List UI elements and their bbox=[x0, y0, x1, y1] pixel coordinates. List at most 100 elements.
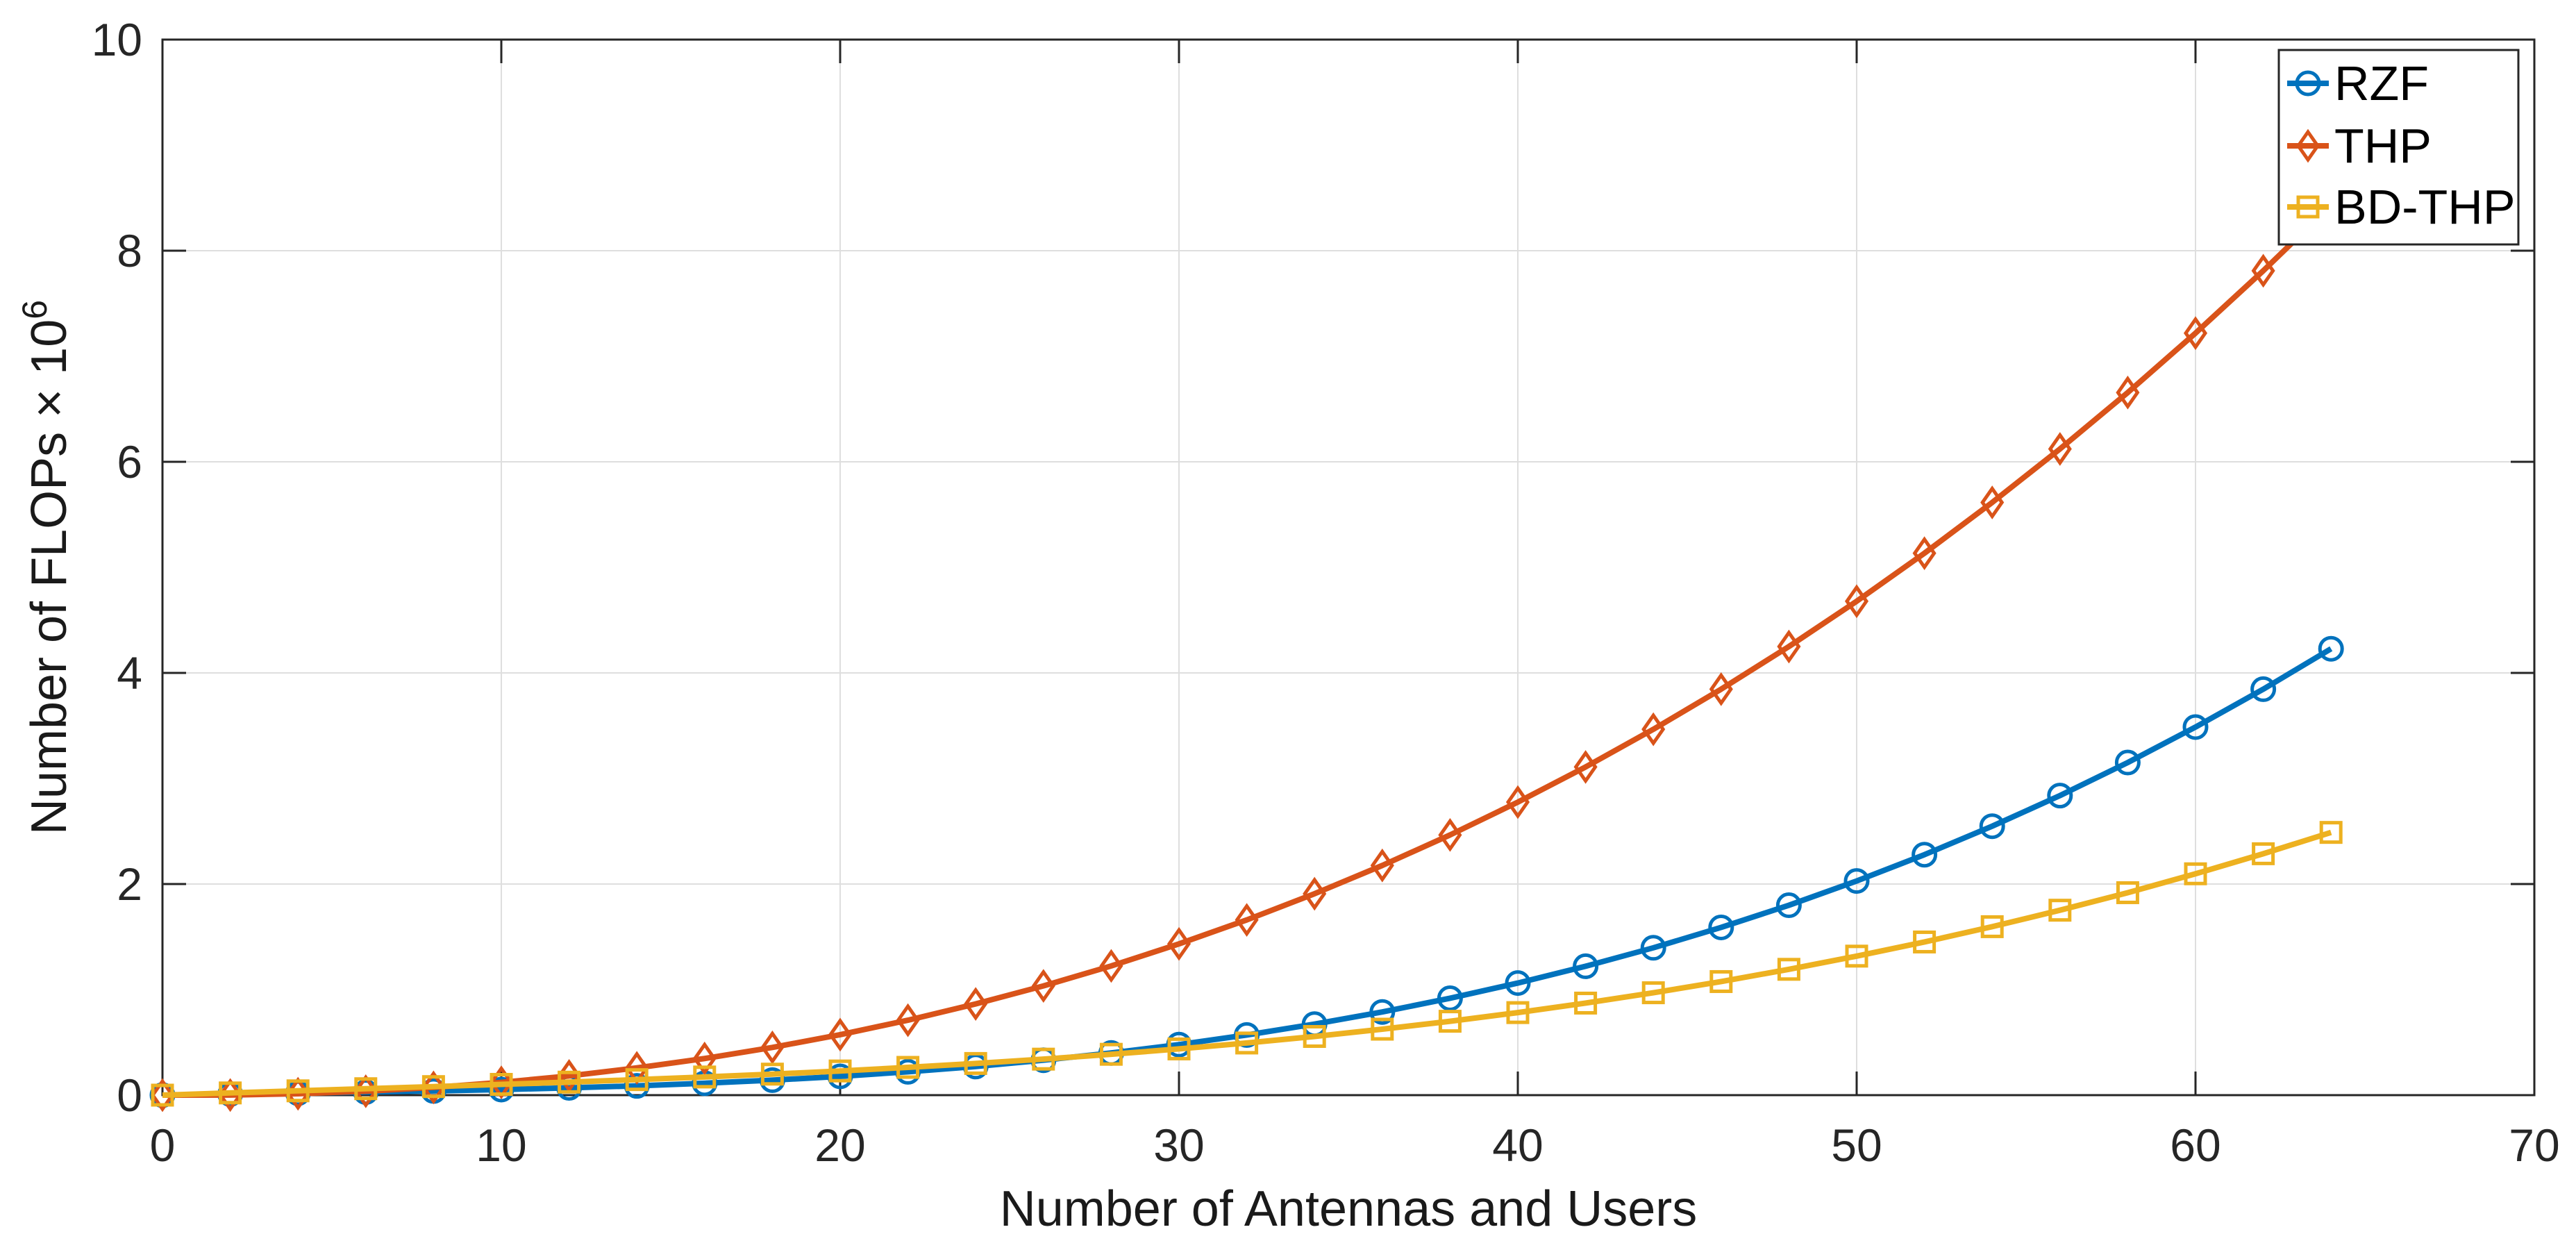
data-marker-diamond-icon bbox=[2048, 432, 2072, 466]
data-marker-square-icon bbox=[625, 1068, 649, 1092]
data-marker-square-icon bbox=[1777, 958, 1800, 981]
x-axis-tick-label: 70 bbox=[2509, 1119, 2559, 1171]
x-axis-label: Number of Antennas and Users bbox=[1000, 1181, 1698, 1237]
y-axis-tick-label: 6 bbox=[117, 436, 142, 488]
data-marker-circle-icon bbox=[1573, 953, 1599, 979]
data-marker-circle-icon bbox=[2295, 70, 2321, 97]
y-axis-label: Number of FLOPs × 106 bbox=[15, 300, 77, 835]
legend-entry-bd-thp: BD-THP bbox=[2287, 180, 2516, 234]
data-marker-diamond-icon bbox=[1573, 750, 1598, 784]
data-marker-diamond-icon bbox=[1031, 969, 1055, 1003]
data-marker-diamond-icon bbox=[1505, 785, 1530, 819]
legend: RZF THP BD-THP bbox=[2277, 49, 2520, 246]
data-marker-square-icon bbox=[1506, 1001, 1530, 1024]
data-marker-circle-icon bbox=[1437, 985, 1463, 1011]
data-marker-square-icon bbox=[693, 1065, 717, 1089]
data-marker-diamond-icon bbox=[1844, 584, 1869, 619]
x-axis-tick-label: 50 bbox=[1831, 1119, 1882, 1171]
data-marker-diamond-icon bbox=[760, 1030, 785, 1065]
data-marker-diamond-icon bbox=[2295, 128, 2320, 163]
data-marker-square-icon bbox=[1303, 1024, 1326, 1048]
data-marker-square-icon bbox=[286, 1079, 310, 1103]
data-marker-square-icon bbox=[2296, 195, 2320, 219]
plot-border bbox=[161, 38, 2536, 1097]
data-marker-circle-icon bbox=[1912, 842, 1938, 868]
data-marker-diamond-icon bbox=[2183, 316, 2208, 351]
data-marker-square-icon bbox=[896, 1056, 920, 1079]
data-marker-square-icon bbox=[2184, 862, 2207, 885]
data-marker-square-icon bbox=[2048, 899, 2072, 922]
data-marker-circle-icon bbox=[2182, 714, 2209, 740]
data-marker-diamond-icon bbox=[828, 1017, 853, 1052]
data-marker-square-icon bbox=[1845, 944, 1868, 968]
legend-entry-rzf: RZF bbox=[2287, 56, 2429, 110]
data-marker-square-icon bbox=[1913, 930, 1937, 953]
data-marker-square-icon bbox=[219, 1081, 242, 1105]
data-marker-diamond-icon bbox=[1370, 848, 1394, 883]
data-marker-circle-icon bbox=[1640, 935, 1666, 961]
data-marker-square-icon bbox=[1167, 1037, 1191, 1060]
data-marker-diamond-icon bbox=[421, 1070, 446, 1105]
data-marker-circle-icon bbox=[1843, 868, 1870, 894]
data-marker-diamond-icon bbox=[1912, 536, 1937, 570]
data-marker-diamond-icon bbox=[692, 1041, 717, 1076]
legend-label: THP bbox=[2334, 119, 2432, 173]
data-marker-square-icon bbox=[421, 1075, 445, 1099]
data-marker-square-icon bbox=[2319, 821, 2343, 844]
y-axis-tick-label: 8 bbox=[117, 225, 142, 276]
data-marker-diamond-icon bbox=[1777, 629, 1801, 664]
data-marker-square-icon bbox=[1641, 981, 1665, 1005]
data-marker-diamond-icon bbox=[1235, 903, 1259, 938]
series-line-thp bbox=[162, 203, 2333, 1098]
data-marker-square-icon bbox=[354, 1077, 378, 1101]
data-marker-diamond-icon bbox=[2251, 253, 2275, 288]
data-marker-square-icon bbox=[760, 1062, 784, 1086]
legend-entry-thp: THP bbox=[2287, 119, 2432, 173]
data-marker-diamond-icon bbox=[1980, 485, 2005, 519]
x-axis-tick-label: 30 bbox=[1153, 1119, 1204, 1171]
x-axis-tick-label: 40 bbox=[1492, 1119, 1543, 1171]
data-marker-square-icon bbox=[1709, 969, 1733, 993]
legend-label: BD-THP bbox=[2334, 180, 2516, 234]
data-marker-square-icon bbox=[1438, 1010, 1462, 1033]
y-axis-tick-label: 10 bbox=[92, 14, 142, 65]
data-marker-square-icon bbox=[490, 1072, 513, 1096]
data-marker-circle-icon bbox=[1369, 999, 1396, 1025]
data-marker-diamond-icon bbox=[150, 1078, 175, 1112]
data-marker-square-icon bbox=[1032, 1047, 1055, 1071]
x-axis-tick-label: 20 bbox=[814, 1119, 865, 1171]
y-axis-tick-label: 2 bbox=[117, 858, 142, 910]
data-marker-square-icon bbox=[2116, 881, 2139, 904]
data-marker-diamond-icon bbox=[1641, 712, 1666, 747]
x-axis-tick-label: 10 bbox=[476, 1119, 526, 1171]
data-marker-diamond-icon bbox=[964, 987, 988, 1022]
data-marker-diamond-icon bbox=[1438, 817, 1462, 852]
data-marker-diamond-icon bbox=[1303, 876, 1327, 911]
data-marker-diamond-icon bbox=[1166, 926, 1191, 961]
data-marker-square-icon bbox=[2252, 842, 2275, 865]
x-axis-tick-label: 60 bbox=[2170, 1119, 2220, 1171]
data-marker-square-icon bbox=[964, 1051, 987, 1075]
x-axis-tick-label: 0 bbox=[150, 1119, 176, 1171]
data-marker-circle-icon bbox=[2318, 635, 2344, 662]
data-marker-diamond-icon bbox=[2116, 375, 2140, 410]
data-marker-circle-icon bbox=[2114, 749, 2141, 776]
data-marker-circle-icon bbox=[2250, 676, 2277, 702]
data-marker-square-icon bbox=[1371, 1017, 1394, 1041]
data-marker-circle-icon bbox=[1775, 892, 1802, 919]
data-marker-circle-icon bbox=[1505, 970, 1531, 997]
y-axis-tick-label: 0 bbox=[117, 1069, 142, 1121]
data-marker-diamond-icon bbox=[489, 1065, 514, 1099]
data-marker-diamond-icon bbox=[1099, 949, 1123, 983]
series-bd-thp bbox=[151, 821, 2343, 1107]
legend-label: RZF bbox=[2334, 56, 2429, 110]
y-axis-tick-label: 4 bbox=[117, 647, 142, 699]
data-marker-square-icon bbox=[1574, 991, 1598, 1015]
data-marker-square-icon bbox=[1099, 1042, 1123, 1066]
data-marker-square-icon bbox=[558, 1070, 581, 1094]
data-marker-diamond-icon bbox=[1709, 672, 1733, 706]
data-marker-circle-icon bbox=[2047, 783, 2073, 809]
